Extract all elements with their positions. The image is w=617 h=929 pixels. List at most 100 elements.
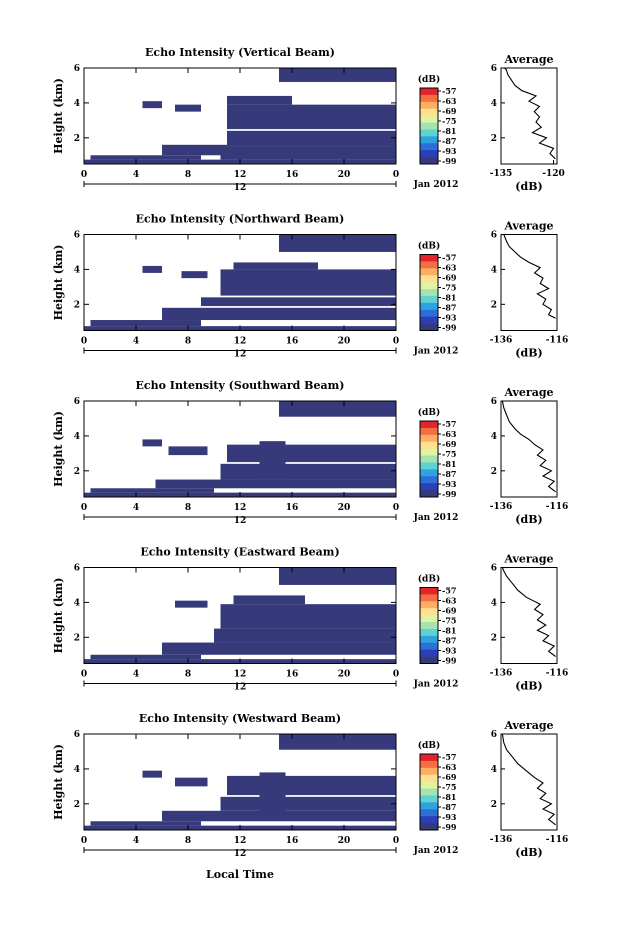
average-title: Average [503, 386, 553, 399]
colorbar-tick-label: -87 [442, 136, 456, 146]
average-profile-line [501, 567, 556, 657]
average-y-tick-label: 6 [491, 231, 497, 241]
average-y-tick-label: 2 [491, 467, 497, 477]
panel-1: Echo Intensity (Vertical Beam) 2 4 6 0 4 8 12 16… [52, 46, 565, 193]
echo-layer-8 [175, 104, 201, 112]
x-tick-label: 0 [81, 337, 87, 347]
colorbar-swatch [420, 635, 438, 644]
colorbar-swatch [420, 323, 438, 331]
average-x-label: (dB) [515, 347, 542, 360]
echo-layer-7 [279, 567, 396, 585]
colorbar-swatch [420, 469, 438, 477]
colorbar-swatch [420, 601, 438, 609]
x-tick-label: 4 [133, 337, 139, 347]
colorbar-swatch [420, 316, 438, 324]
average-frame [500, 733, 558, 831]
average-x-tick-label: -136 [490, 336, 513, 346]
average-x-tick-label: -120 [542, 169, 565, 179]
colorbar-tick-label: -87 [442, 303, 456, 313]
echo-layer-8 [279, 734, 396, 750]
colorbar-tick-label: -75 [442, 116, 456, 126]
colorbar-swatch [420, 309, 438, 318]
colorbar-tick-label: -99 [442, 822, 457, 832]
colorbar-swatch [420, 441, 438, 450]
colorbar-swatch [420, 760, 438, 769]
y-tick-label: 2 [74, 800, 80, 810]
colorbar-tick-label: -99 [442, 656, 457, 666]
colorbar-frame [419, 587, 439, 664]
average-y-tick-label: 6 [491, 564, 497, 574]
colorbar-swatch [420, 781, 438, 789]
colorbar-tick-label: -69 [442, 439, 457, 449]
average-frame [500, 234, 558, 331]
colorbar-tick-label: -63 [442, 429, 457, 439]
average-profile-line [503, 234, 556, 319]
colorbar-swatch [420, 809, 438, 817]
colorbar-swatch [420, 101, 438, 110]
echo-layer-2 [162, 810, 396, 822]
y-tick-label: 6 [74, 231, 80, 241]
colorbar-swatch [420, 136, 438, 144]
echo-layer-2 [162, 307, 396, 321]
colorbar-swatch [420, 483, 438, 491]
x-tick-label: 0 [81, 670, 87, 680]
echo-layer-3 [214, 628, 396, 643]
echo-layer-2 [155, 479, 396, 489]
day-label: 12 [234, 516, 247, 526]
colorbar-tick-label: -99 [442, 489, 457, 499]
panel-title: Echo Intensity (Eastward Beam) [140, 546, 339, 559]
date-label: Jan 2012 [413, 513, 459, 523]
colorbar-swatch [420, 628, 438, 637]
echo-layer-6 [227, 95, 292, 105]
average-x-tick-label: -116 [546, 336, 569, 346]
average-profile-line [504, 67, 556, 160]
colorbar-tick-label: -81 [442, 792, 456, 802]
colorbar-swatch [420, 656, 438, 664]
echo-layer-7 [142, 770, 162, 778]
colorbar-swatch [420, 108, 438, 117]
colorbar-tick-label: -93 [442, 313, 457, 323]
day-label: 12 [234, 350, 247, 360]
colorbar-swatch [420, 608, 438, 616]
average-x-label: (dB) [515, 180, 542, 193]
echo-layer-1 [90, 654, 201, 660]
colorbar-swatch [420, 455, 438, 463]
colorbar-swatch [420, 254, 438, 262]
colorbar-swatch [420, 88, 438, 96]
average-x-tick-label: -116 [546, 835, 569, 845]
average-x-tick-label: -135 [490, 169, 513, 179]
y-tick-label: 6 [74, 730, 80, 740]
x-tick-label: 0 [393, 670, 399, 680]
colorbar-swatch [420, 157, 438, 165]
colorbar-tick-label: -93 [442, 812, 457, 822]
x-tick-label: 0 [393, 337, 399, 347]
x-tick-label: 16 [286, 836, 299, 846]
y-axis-label: Height (km) [52, 744, 65, 820]
echo-layer-1 [90, 155, 201, 160]
echo-layer-6 [142, 265, 162, 273]
colorbar-swatch [420, 129, 438, 137]
y-tick-label: 6 [74, 564, 80, 574]
day-label: 12 [234, 683, 247, 693]
colorbar-swatch [420, 282, 438, 290]
x-tick-label: 16 [286, 337, 299, 347]
echo-layer-7 [142, 101, 162, 109]
x-tick-label: 4 [133, 836, 139, 846]
y-tick-label: 4 [74, 99, 80, 109]
x-tick-label: 12 [234, 503, 247, 513]
x-tick-label: 4 [133, 670, 139, 680]
echo-layer-3 [220, 146, 396, 160]
echo-layer-7 [181, 271, 208, 279]
colorbar-tick-label: -81 [442, 459, 456, 469]
x-tick-label: 4 [133, 170, 139, 180]
echo-layer-2 [162, 144, 227, 156]
colorbar-swatch [420, 774, 438, 783]
colorbar-swatch [420, 788, 438, 796]
date-label: Jan 2012 [413, 680, 459, 690]
y-tick-label: 2 [74, 300, 80, 310]
average-y-tick-label: 2 [491, 633, 497, 643]
colorbar-tick-label: -81 [442, 126, 456, 136]
echo-layer-8 [279, 234, 396, 252]
panel-4: Echo Intensity (Eastward Beam) 2 4 6 0 4 8 12 16… [52, 546, 568, 693]
